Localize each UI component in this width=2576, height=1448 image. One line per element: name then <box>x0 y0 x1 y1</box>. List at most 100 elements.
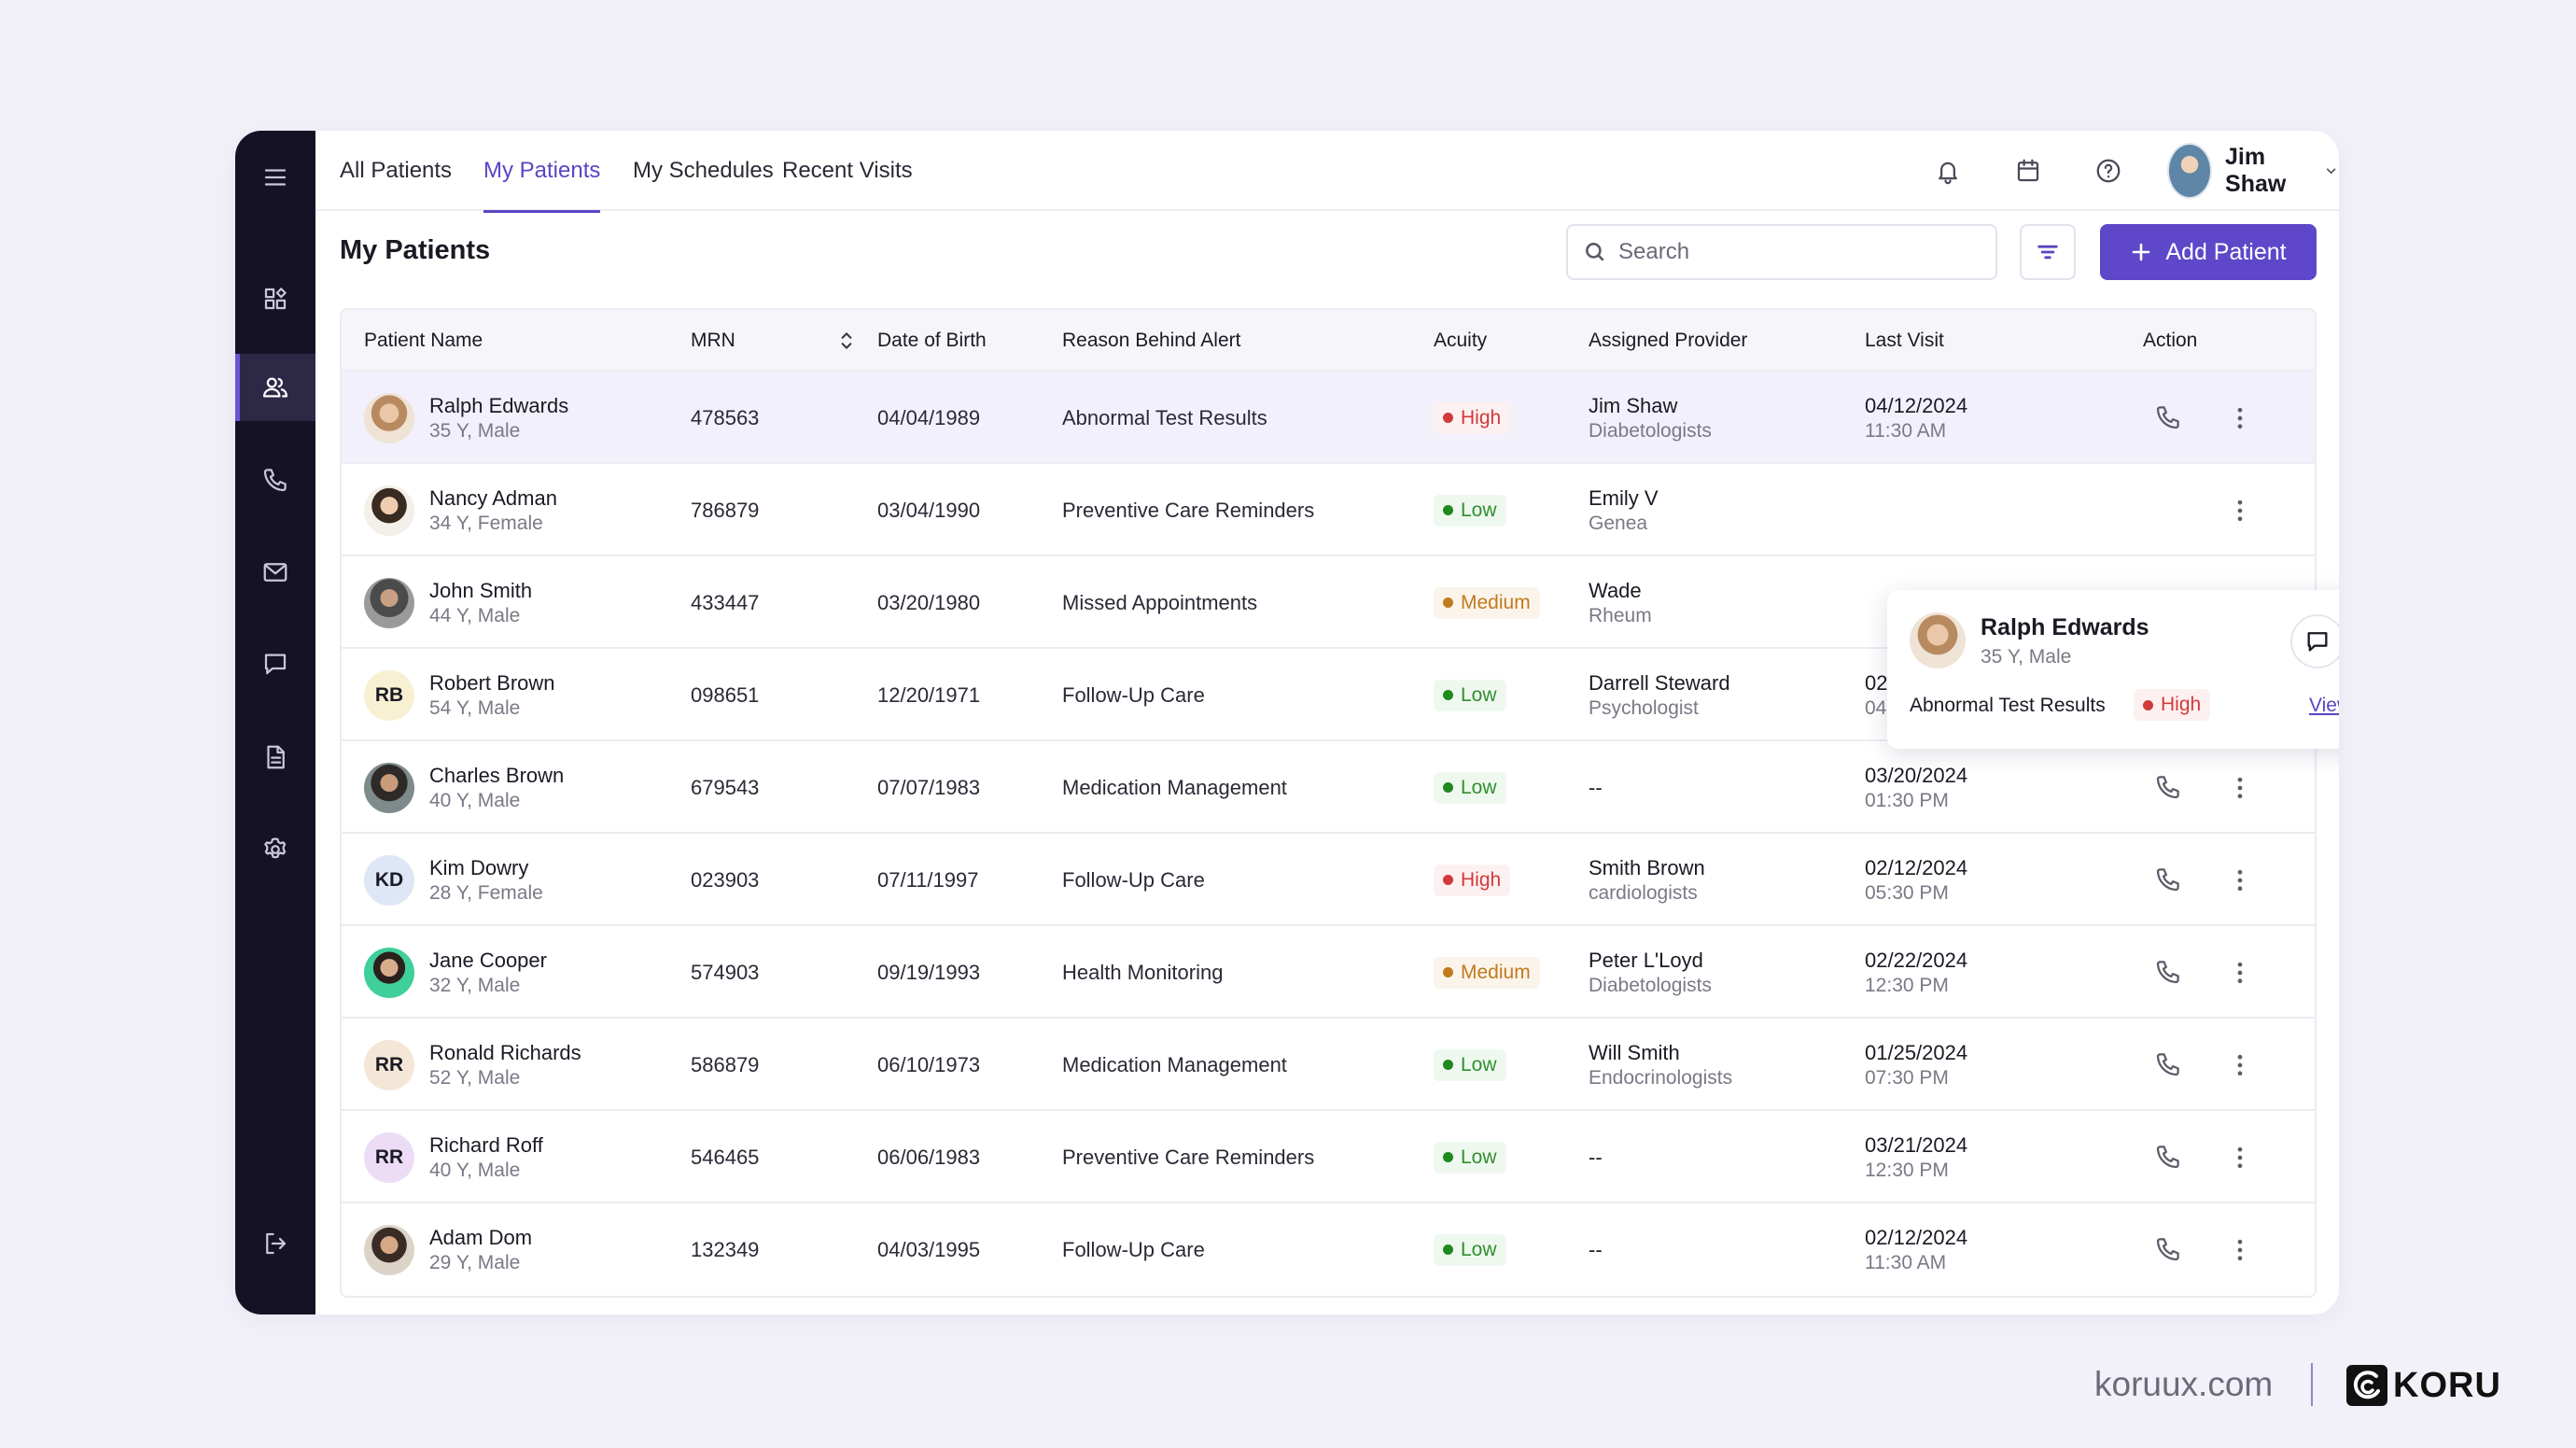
last-visit-time: 12:30 PM <box>1865 1159 1949 1181</box>
alert-reason: Missed Appointments <box>1062 590 1258 614</box>
phone-icon[interactable] <box>235 446 315 513</box>
tab-all-patients[interactable]: All Patients <box>340 158 453 183</box>
table-row[interactable]: Adam Dom 29 Y, Male 132349 04/03/1995 Follow… <box>342 1203 2315 1296</box>
more-options-icon[interactable] <box>2225 403 2255 433</box>
table-row[interactable]: Ralph Edwards 35 Y, Male 478563 04/04/1989 A… <box>342 372 2315 464</box>
acuity-label: Medium <box>1461 961 1531 983</box>
date-of-birth: 04/03/1995 <box>877 1237 981 1261</box>
plus-icon <box>2133 243 2150 261</box>
table-row[interactable]: Charles Brown 40 Y, Male 679543 07/07/1983 M… <box>342 741 2315 834</box>
patient-name[interactable]: Adam Dom <box>429 1225 533 1249</box>
column-header-patient-name[interactable]: Patient Name <box>364 330 483 351</box>
help-icon[interactable] <box>2089 151 2128 190</box>
menu-icon[interactable] <box>235 144 315 211</box>
settings-icon[interactable] <box>235 816 315 883</box>
add-patient-button[interactable]: Add Patient <box>2100 224 2317 280</box>
table-row[interactable]: RR Ronald Richards 52 Y, Male 586879 06/10/1… <box>342 1019 2315 1111</box>
logout-icon[interactable] <box>235 1210 315 1277</box>
search-input[interactable] <box>1618 239 1973 265</box>
more-options-icon[interactable] <box>2225 1050 2255 1080</box>
patient-name[interactable]: Robert Brown <box>429 670 555 695</box>
more-options-icon[interactable] <box>2225 958 2255 988</box>
column-header-mrn[interactable]: MRN <box>691 330 735 351</box>
call-icon[interactable] <box>2154 403 2184 433</box>
koru-logo-icon <box>2346 1365 2387 1406</box>
patient-name[interactable]: Kim Dowry <box>429 855 529 879</box>
column-header-provider[interactable]: Assigned Provider <box>1589 330 1748 351</box>
acuity-badge: Low <box>1434 679 1506 711</box>
table-row[interactable]: KD Kim Dowry 28 Y, Female 023903 07/11/1997 F… <box>342 834 2315 926</box>
more-options-icon[interactable] <box>2225 496 2255 526</box>
last-visit-date: 02/12/2024 <box>1865 855 1968 879</box>
provider-specialty: Rheum <box>1589 604 1652 626</box>
tab-recent-visits[interactable]: Recent Visits <box>782 158 913 183</box>
mrn: 023903 <box>691 867 760 892</box>
alert-reason: Preventive Care Reminders <box>1062 498 1315 522</box>
acuity-badge: High <box>1434 401 1511 434</box>
more-options-icon[interactable] <box>2225 865 2255 895</box>
last-visit-date: 02/22/2024 <box>1865 948 1968 972</box>
call-icon[interactable] <box>2154 958 2184 988</box>
popover-acuity-label: High <box>2161 694 2202 715</box>
popover-meta: 35 Y, Male <box>1981 646 2072 668</box>
view-results-link[interactable]: View Results <box>2309 695 2339 716</box>
patient-name[interactable]: John Smith <box>429 578 533 602</box>
acuity-dot <box>1443 505 1453 515</box>
patient-meta: 44 Y, Male <box>429 604 521 626</box>
table-row[interactable]: Nancy Adman 34 Y, Female 786879 03/04/1990 P… <box>342 464 2315 556</box>
popover-reason: Abnormal Test Results <box>1910 695 2106 716</box>
dashboard-icon[interactable] <box>235 265 315 332</box>
column-header-dob[interactable]: Date of Birth <box>877 330 987 351</box>
provider-name: Wade <box>1589 578 1642 602</box>
sort-icon[interactable] <box>834 329 859 353</box>
footer-site: koruux.com <box>2094 1365 2274 1403</box>
date-of-birth: 03/04/1990 <box>877 498 981 522</box>
filter-button[interactable] <box>2020 224 2076 280</box>
alert-reason: Follow-Up Care <box>1062 867 1205 892</box>
patient-meta: 35 Y, Male <box>429 419 521 442</box>
calendar-icon[interactable] <box>2009 151 2048 190</box>
more-options-icon[interactable] <box>2225 773 2255 803</box>
patient-name[interactable]: Charles Brown <box>429 763 565 787</box>
footer-divider <box>2311 1363 2313 1406</box>
patient-name[interactable]: Jane Cooper <box>429 948 547 972</box>
call-icon[interactable] <box>2154 865 2184 895</box>
patient-avatar <box>364 763 414 813</box>
acuity-dot <box>1443 1060 1453 1070</box>
acuity-dot <box>1443 690 1453 700</box>
date-of-birth: 09/19/1993 <box>877 960 981 984</box>
call-icon[interactable] <box>2154 1235 2184 1265</box>
chat-icon[interactable] <box>235 630 315 697</box>
acuity-badge: Low <box>1434 494 1506 527</box>
last-visit-date: 04/12/2024 <box>1865 393 1968 417</box>
acuity-badge: Medium <box>1434 956 1540 989</box>
patients-icon[interactable] <box>235 354 315 421</box>
mrn: 478563 <box>691 405 760 429</box>
patient-name[interactable]: Richard Roff <box>429 1132 543 1157</box>
user-menu[interactable]: Jim Shaw <box>2167 143 2339 199</box>
mail-icon[interactable] <box>235 539 315 606</box>
message-button[interactable] <box>2290 614 2339 668</box>
call-icon[interactable] <box>2154 773 2184 803</box>
table-row[interactable]: RB Robert Brown 54 Y, Male 098651 12/20/1971… <box>342 649 2315 741</box>
patient-name[interactable]: Ronald Richards <box>429 1040 581 1064</box>
table-row[interactable]: John Smith 44 Y, Male 433447 03/20/1980 Miss… <box>342 556 2315 649</box>
bell-icon[interactable] <box>1928 151 1967 190</box>
call-icon[interactable] <box>2154 1143 2184 1173</box>
more-options-icon[interactable] <box>2225 1143 2255 1173</box>
provider-specialty: Psychologist <box>1589 696 1699 719</box>
column-header-last-visit[interactable]: Last Visit <box>1865 330 1944 351</box>
patient-name[interactable]: Ralph Edwards <box>429 393 569 417</box>
document-icon[interactable] <box>235 724 315 791</box>
column-header-acuity[interactable]: Acuity <box>1434 330 1488 351</box>
tab-my-schedules[interactable]: My Schedules <box>633 158 774 183</box>
table-row[interactable]: RR Richard Roff 40 Y, Male 546465 06/06/1983… <box>342 1111 2315 1203</box>
patient-name[interactable]: Nancy Adman <box>429 485 557 510</box>
acuity-dot <box>1443 413 1453 423</box>
more-options-icon[interactable] <box>2225 1235 2255 1265</box>
column-header-reason[interactable]: Reason Behind Alert <box>1062 330 1241 351</box>
sidebar <box>235 131 315 1314</box>
call-icon[interactable] <box>2154 1050 2184 1080</box>
table-row[interactable]: Jane Cooper 32 Y, Male 574903 09/19/1993 Hea… <box>342 926 2315 1019</box>
tab-my-patients[interactable]: My Patients <box>483 131 601 213</box>
